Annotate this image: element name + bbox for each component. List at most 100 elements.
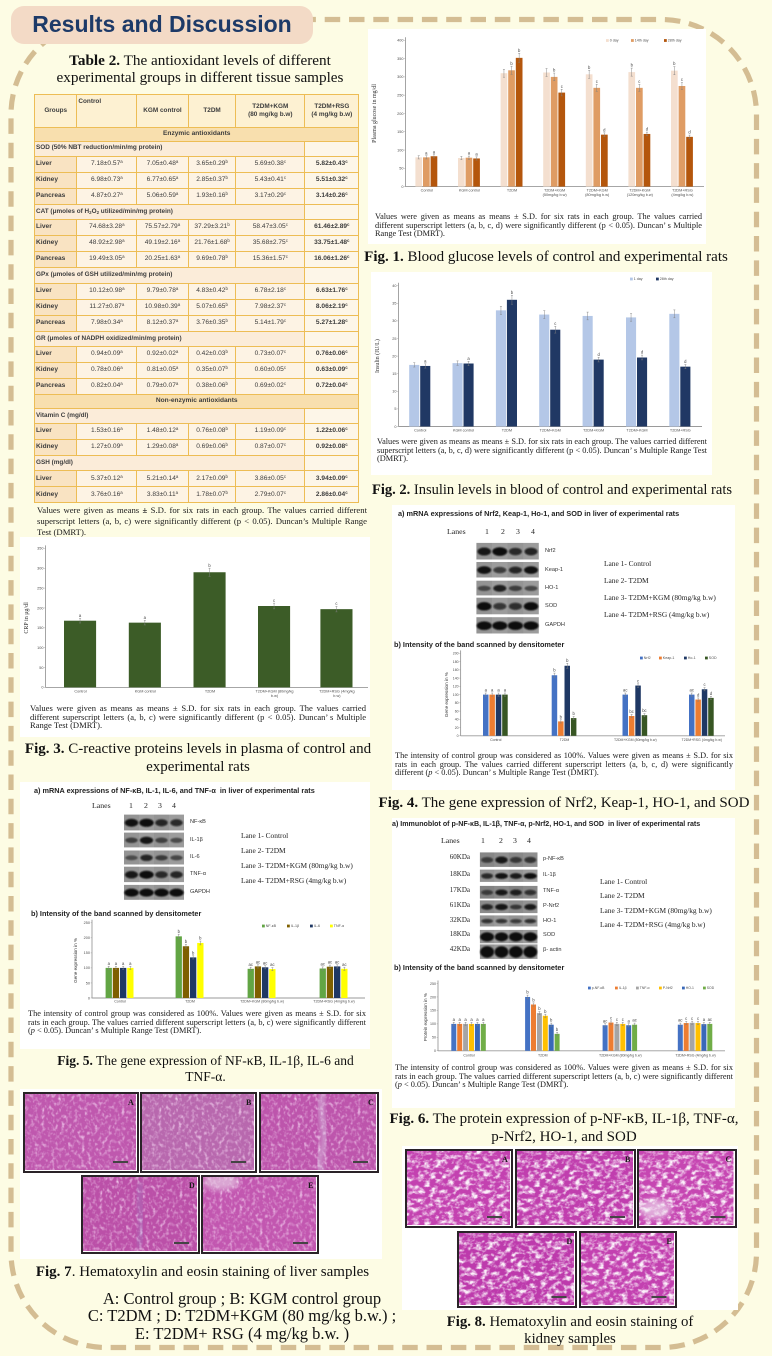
svg-text:NF-κB: NF-κB <box>266 924 277 928</box>
svg-text:Control: Control <box>463 1054 475 1058</box>
svg-text:SOD: SOD <box>709 656 717 660</box>
svg-text:Control: Control <box>414 429 426 433</box>
svg-text:350: 350 <box>37 547 43 551</box>
svg-text:(120mg/kg b.w): (120mg/kg b.w) <box>627 193 654 197</box>
svg-text:(80mg/kg b.w): (80mg/kg b.w) <box>585 193 610 197</box>
svg-text:a: a <box>491 688 494 693</box>
svg-text:P-Nrf2: P-Nrf2 <box>663 986 673 990</box>
svg-text:0 day: 0 day <box>610 39 619 43</box>
svg-text:b: b <box>511 290 514 295</box>
svg-text:b: b <box>566 658 569 663</box>
svg-text:TNF-α: TNF-α <box>334 924 344 928</box>
svg-text:a: a <box>433 149 436 154</box>
svg-text:40: 40 <box>455 718 459 722</box>
svg-text:ac: ac <box>342 962 346 967</box>
svg-text:E: E <box>308 1181 313 1190</box>
svg-text:a: a <box>628 1018 631 1023</box>
svg-text:T2DM+KGM (80mg/kg: T2DM+KGM (80mg/kg <box>255 689 293 693</box>
svg-text:KGM control: KGM control <box>453 429 474 433</box>
svg-text:TNF-α: TNF-α <box>640 986 650 990</box>
svg-text:IL-1β: IL-1β <box>619 986 627 990</box>
svg-text:T2DM+KGM: T2DM+KGM <box>587 189 608 193</box>
svg-text:50: 50 <box>399 167 403 171</box>
svg-text:a: a <box>108 961 111 966</box>
svg-text:a: a <box>475 151 478 156</box>
svg-text:a: a <box>144 615 147 620</box>
svg-text:200: 200 <box>453 652 459 656</box>
svg-text:c: c <box>335 601 337 606</box>
svg-text:b: b <box>553 668 556 673</box>
svg-text:ac: ac <box>708 1017 712 1022</box>
svg-text:Gene expression in %: Gene expression in % <box>444 672 449 717</box>
svg-text:b: b <box>550 1018 553 1023</box>
svg-text:d: d <box>603 127 606 132</box>
svg-text:IL-1β: IL-1β <box>291 924 299 928</box>
svg-text:b: b <box>588 65 591 70</box>
svg-text:b: b <box>538 1006 541 1011</box>
svg-text:30: 30 <box>392 319 396 323</box>
svg-text:100: 100 <box>430 1022 436 1026</box>
svg-text:a: a <box>476 1017 479 1022</box>
svg-text:0: 0 <box>434 1049 436 1053</box>
svg-text:T2DM+KGM: T2DM+KGM <box>583 429 604 433</box>
svg-text:c: c <box>616 1017 618 1022</box>
svg-text:D: D <box>189 1181 195 1190</box>
svg-text:(50mg/kg b.w): (50mg/kg b.w) <box>543 193 568 197</box>
svg-text:c: c <box>697 1016 699 1021</box>
svg-text:140: 140 <box>453 676 459 680</box>
svg-text:ac: ac <box>623 688 627 693</box>
svg-text:50: 50 <box>39 666 43 670</box>
svg-text:b: b <box>526 990 529 995</box>
svg-text:a: a <box>115 961 118 966</box>
svg-text:T2DM+KGM: T2DM+KGM <box>544 189 565 193</box>
svg-text:c: c <box>704 682 706 687</box>
svg-text:c: c <box>596 79 598 84</box>
svg-text:35: 35 <box>392 302 396 306</box>
svg-text:160: 160 <box>453 668 459 672</box>
svg-text:a: a <box>497 688 500 693</box>
svg-text:c: c <box>622 1017 624 1022</box>
svg-text:Keap-1: Keap-1 <box>663 656 675 660</box>
svg-text:d: d <box>641 350 644 355</box>
svg-text:d: d <box>597 352 600 357</box>
svg-text:b: b <box>510 61 513 66</box>
svg-text:ac: ac <box>632 1018 636 1023</box>
svg-text:p-NF-κB: p-NF-κB <box>592 986 605 990</box>
svg-text:250: 250 <box>397 93 403 97</box>
svg-text:ac: ac <box>328 960 332 965</box>
svg-text:b: b <box>185 939 188 944</box>
svg-text:a: a <box>482 1017 485 1022</box>
svg-text:0: 0 <box>394 425 396 429</box>
svg-text:b.w): b.w) <box>333 694 341 698</box>
svg-text:150: 150 <box>430 1009 436 1013</box>
svg-text:14th day: 14th day <box>635 39 649 43</box>
svg-text:40: 40 <box>392 284 396 288</box>
svg-text:Gene expression in %: Gene expression in % <box>73 938 78 983</box>
svg-text:a: a <box>703 1017 706 1022</box>
svg-text:a: a <box>122 961 125 966</box>
svg-text:a: a <box>459 1017 462 1022</box>
svg-text:d: d <box>697 693 700 698</box>
svg-text:Control: Control <box>74 689 86 693</box>
svg-text:250: 250 <box>84 921 90 925</box>
svg-text:d: d <box>684 359 687 364</box>
svg-text:28th day: 28th day <box>668 39 682 43</box>
svg-text:A: A <box>502 1155 508 1164</box>
svg-text:b: b <box>631 63 634 68</box>
svg-text:Control: Control <box>490 738 502 742</box>
svg-text:D: D <box>566 1237 572 1246</box>
svg-text:1 day: 1 day <box>634 277 643 281</box>
svg-text:5: 5 <box>394 407 396 411</box>
svg-text:Insulin (IU/L): Insulin (IU/L) <box>374 339 381 373</box>
svg-text:b: b <box>560 714 563 719</box>
svg-text:c: c <box>638 79 640 84</box>
svg-text:ac: ac <box>249 962 253 967</box>
svg-text:Ho-1: Ho-1 <box>688 656 696 660</box>
svg-text:b: b <box>199 936 202 941</box>
svg-text:350: 350 <box>397 57 403 61</box>
svg-text:c: c <box>554 321 556 326</box>
svg-text:a: a <box>79 613 82 618</box>
svg-text:ac: ac <box>335 959 339 964</box>
svg-text:T2DM: T2DM <box>507 189 517 193</box>
svg-text:T2DM+KGM: T2DM+KGM <box>629 189 650 193</box>
